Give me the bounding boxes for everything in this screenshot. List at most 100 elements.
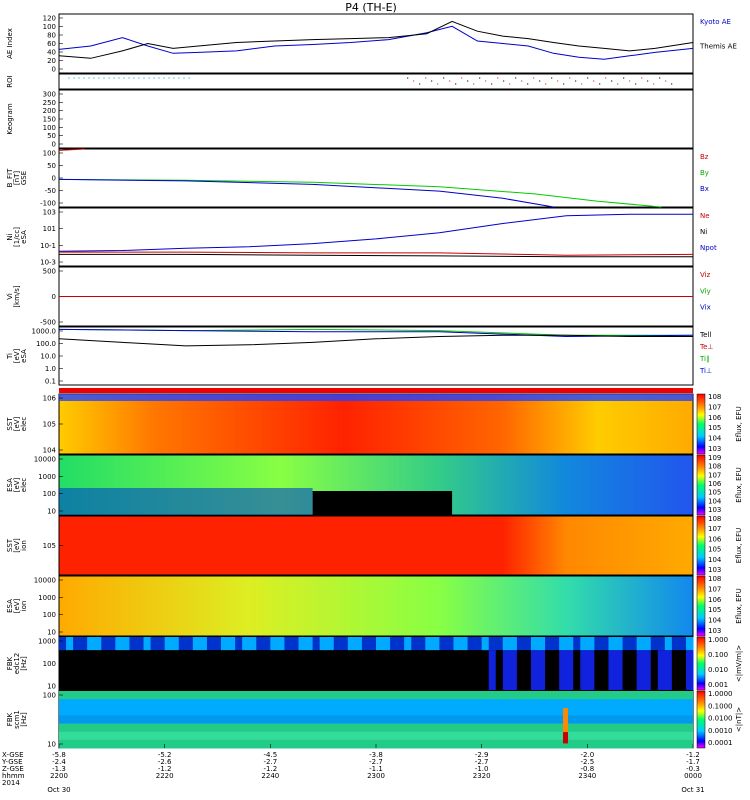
roi-dot [123, 77, 125, 79]
y-tick-label: 50 [47, 162, 56, 170]
colorbar-gradient [696, 690, 706, 749]
legend-entry: Te⊥ [699, 343, 714, 351]
roi-dot [635, 83, 637, 85]
fbk-cell [73, 650, 81, 690]
fbk-cell [601, 637, 609, 651]
series-line [58, 178, 554, 208]
ephemeris-value: -2.7 [369, 758, 383, 766]
y-tick-label: 10000 [34, 456, 56, 464]
panel-vi: Vi [km/s] 500 0 -500 Viz Viy Vix [6, 266, 711, 327]
roi-dot [497, 77, 499, 79]
ephemeris-value: -5.2 [158, 751, 172, 759]
fbk-cell [122, 637, 130, 651]
fbk-cell [678, 650, 687, 690]
y-tick-label: 0.1 [45, 378, 56, 386]
y-axis-label: [1/cc] [13, 227, 21, 247]
colorbar-tick: 103 [708, 506, 721, 514]
panel-frame [58, 515, 694, 576]
ephemeris-value: -1.2 [158, 765, 172, 773]
fbk-cell [129, 637, 137, 651]
fbk-cell [228, 637, 236, 651]
fbk-cell [397, 650, 405, 690]
roi-dot [665, 80, 667, 82]
fbk-cell [425, 637, 433, 651]
panel-esa_i: 108 107 106 105 104 103 Eflux, EFU ESA [eV] ion 10… [6, 575, 743, 637]
colorbar-fbk_e: 1.000 0.100 0.010 0.001 <|mV/m|> [696, 636, 743, 691]
y-axis-label: [nT] [13, 171, 21, 185]
legend-entry: Ti⊥ [699, 367, 712, 375]
roi-dot [503, 80, 505, 82]
fbk-cell [671, 637, 680, 651]
fbk-cell [178, 650, 187, 690]
roi-dot [188, 77, 190, 79]
colorbar-label: Eflux, EFU [735, 467, 743, 502]
fbk-cell [580, 650, 588, 690]
colorbar-tick: 108 [708, 575, 721, 583]
fbk-cell [538, 650, 546, 690]
y-axis-label: FBK [6, 656, 14, 670]
colorbar-label: Eflux, EFU [735, 406, 743, 441]
roi-dot [183, 77, 185, 79]
fbk-cell [594, 637, 602, 651]
fbk-cell [376, 650, 384, 690]
fbk-cell [685, 650, 694, 690]
y-tick-label: 500 [43, 268, 56, 276]
fbk-cell [432, 637, 440, 651]
fbk-cell [326, 637, 335, 651]
fbk-cell [397, 637, 405, 651]
roi-dot [551, 77, 553, 79]
fbk-cell [319, 650, 328, 690]
fbk-cell [481, 637, 490, 651]
fbk-cell [333, 637, 342, 651]
fbk-cell [559, 650, 567, 690]
roi-dot [605, 77, 607, 79]
fbk-cell [340, 637, 349, 651]
colorbar-tick: 105 [708, 489, 721, 497]
roi-dot [431, 80, 433, 82]
fbk-band [59, 715, 693, 725]
y-tick-label: 101 [43, 225, 56, 233]
y-axis-label: ROI [6, 75, 14, 87]
colorbar-tick: 108 [708, 463, 721, 471]
y-tick-label: 100 [43, 692, 56, 700]
colorbar-tick: 104 [708, 497, 722, 505]
y-axis-label: elec [20, 417, 28, 432]
y-tick-label: 100 [43, 611, 56, 619]
legend-entry: Viy [700, 287, 711, 295]
fbk-cell [629, 637, 638, 651]
y-tick-label: -500 [40, 319, 56, 327]
ephemeris-value: -2.0 [580, 751, 594, 759]
y-axis-label: [Hz] [20, 656, 28, 671]
colorbar-tick: 104 [708, 435, 722, 443]
fbk-cell [418, 650, 426, 690]
fbk-cell [608, 650, 617, 690]
roi-dot [178, 77, 180, 79]
colorbar-tick: 106 [708, 414, 722, 422]
fbk-cell [66, 637, 74, 651]
roi-dot [158, 77, 160, 79]
colorbar-gradient [696, 575, 706, 637]
panel-frame [58, 13, 694, 74]
fbk-cell [608, 637, 617, 651]
fbk-cell [354, 637, 363, 651]
fbk-cell [122, 650, 130, 690]
panel-frame [58, 393, 694, 455]
fbk-cell [460, 637, 469, 651]
legend-entry: Ni [700, 228, 707, 236]
y-tick-label: 0 [52, 141, 56, 149]
fbk-cell [101, 637, 109, 651]
roi-dot [539, 80, 541, 82]
y-tick-label: 1000.0 [32, 328, 57, 336]
fbk-cell [221, 637, 229, 651]
fbk-cell [467, 637, 476, 651]
fbk-cell [538, 637, 546, 651]
fbk-cell [80, 650, 88, 690]
colorbar-tick: 0.0100 [708, 715, 733, 723]
legend-entry: Kyoto AE [700, 18, 731, 26]
roi-dot [659, 77, 661, 79]
fbk-cell [263, 650, 271, 690]
roi-dot [83, 77, 85, 79]
roi-dot [143, 77, 145, 79]
